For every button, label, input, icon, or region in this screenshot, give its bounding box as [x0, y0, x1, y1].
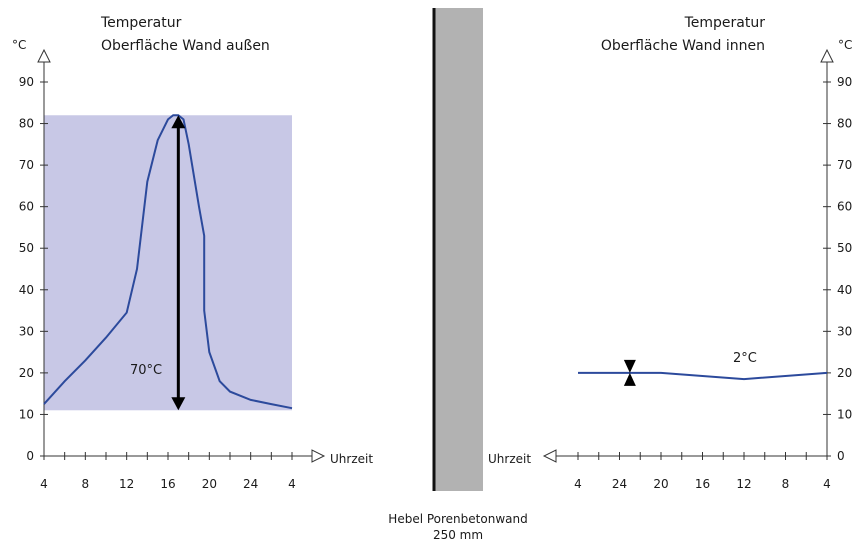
right-x-tick-label: 8: [782, 477, 790, 491]
left-x-tick-label: 4: [40, 477, 48, 491]
right-x-tick-label: 4: [574, 477, 582, 491]
right-y-tick-label: 50: [837, 241, 852, 255]
left-x-tick-label: 20: [202, 477, 217, 491]
right-x-axis-arrow: [542, 449, 557, 463]
left-y-tick-label: 90: [19, 75, 34, 89]
outer-temperature-curve: [43, 114, 293, 410]
right-y-tick-label: 90: [837, 75, 852, 89]
right-x-axis-label: Uhrzeit: [488, 452, 531, 466]
left-title-line2: Oberfläche Wand außen: [101, 38, 270, 54]
right-x-tick-label: 24: [612, 477, 627, 491]
inner-marker-bottom: [623, 372, 636, 386]
left-x-tick-label: 8: [82, 477, 90, 491]
wall-cross-section: Hebel Porenbetonwand 250 mm: [388, 8, 528, 542]
right-x-tick-label: 4: [823, 477, 831, 491]
left-y-tick-label: 80: [19, 117, 34, 131]
left-y-tick-label: 0: [26, 449, 34, 463]
right-x-tick-label: 12: [736, 477, 751, 491]
right-y-tick-label: 80: [837, 117, 852, 131]
left-y-tick-label: 30: [19, 324, 34, 338]
wall-body: [434, 8, 483, 491]
right-y-axis-arrow: [820, 48, 834, 63]
right-x-tick-label: 16: [695, 477, 710, 491]
temperature-range-band: [44, 115, 292, 411]
left-x-axis-arrow: [311, 449, 326, 463]
right-y-tick-label: 40: [837, 283, 852, 297]
temperature-swing-arrow: [171, 115, 186, 411]
left-y-tick-label: 50: [19, 241, 34, 255]
right-x-tick-label: 20: [653, 477, 668, 491]
inner-marker-top: [623, 359, 636, 373]
swing-label: 70°C: [130, 363, 162, 378]
left-title-line1: Temperatur: [100, 15, 182, 31]
wall-label-line1: Hebel Porenbetonwand: [388, 512, 527, 526]
left-y-tick-label: 10: [19, 407, 34, 421]
right-y-unit: °C: [838, 38, 852, 52]
right-y-tick-label: 70: [837, 158, 852, 172]
left-y-unit: °C: [12, 38, 26, 52]
outer-surface-chart: 0 10 20 30 40 50 60 70 80 90 4 8 12 16 20 24 4 Temperatu…: [12, 15, 373, 491]
right-y-tick-label: 60: [837, 200, 852, 214]
right-title-line2: Oberfläche Wand innen: [601, 38, 765, 54]
left-y-tick-label: 60: [19, 200, 34, 214]
right-y-tick-label: 0: [837, 449, 845, 463]
right-y-tick-label: 10: [837, 407, 852, 421]
left-x-tick-label: 16: [160, 477, 175, 491]
left-x-tick-label: 12: [119, 477, 134, 491]
left-y-tick-label: 40: [19, 283, 34, 297]
left-y-tick-label: 70: [19, 158, 34, 172]
right-title-line1: Temperatur: [684, 15, 766, 31]
inner-temperature-curve: [578, 371, 828, 381]
left-y-axis-arrow: [37, 48, 51, 63]
swing-arrow-head-bottom: [171, 397, 186, 411]
inner-swing-marker: [623, 359, 636, 386]
left-axis-group: 0 10 20 30 40 50 60 70 80 90 4 8 12 16 20 24 4: [19, 48, 326, 491]
inner-surface-chart: 0 10 20 30 40 50 60 70 80 90 4 8 12 16 20 24 4 Temperatu…: [488, 15, 852, 491]
swing-arrow-head-top: [171, 115, 186, 129]
right-axis-group: 0 10 20 30 40 50 60 70 80 90 4 8 12 16 20 24 4: [542, 48, 852, 491]
left-x-tick-label: 4: [288, 477, 296, 491]
left-x-tick-label: 24: [243, 477, 258, 491]
inner-swing-label: 2°C: [733, 351, 757, 366]
left-y-tick-label: 20: [19, 366, 34, 380]
right-y-tick-label: 30: [837, 324, 852, 338]
right-y-tick-label: 20: [837, 366, 852, 380]
wall-label-line2: 250 mm: [433, 528, 483, 542]
left-x-axis-label: Uhrzeit: [330, 452, 373, 466]
